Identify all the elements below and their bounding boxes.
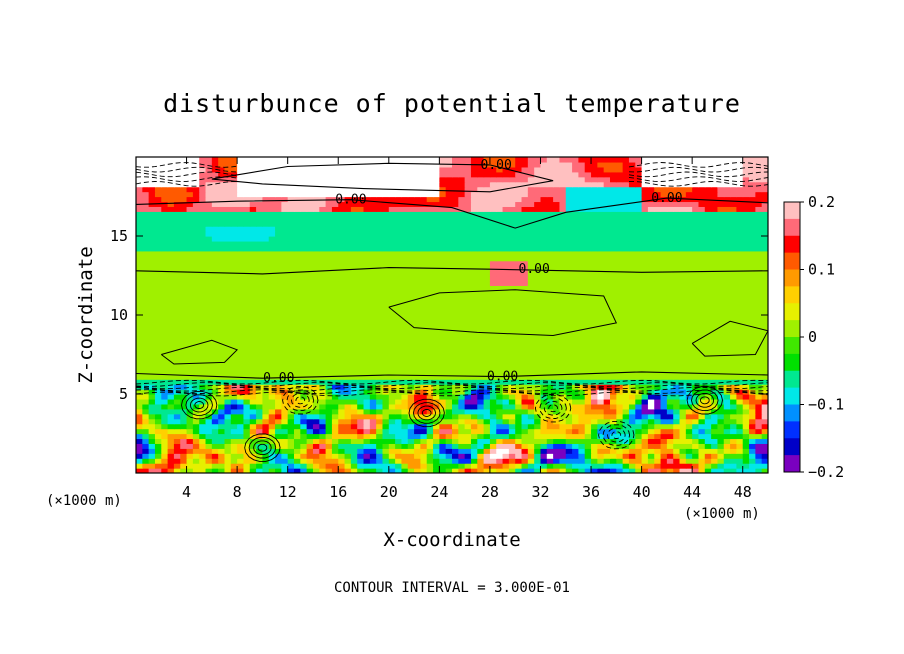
y-axis-title: Z-coordinate [75, 246, 97, 383]
x-tick-label: 24 [430, 483, 448, 501]
x-unit-left: (×1000 m) [46, 493, 122, 509]
colorbar-swatch [784, 303, 800, 321]
colorbar-swatch [784, 353, 800, 372]
x-tick-label: 12 [279, 483, 297, 501]
x-tick-label: 40 [633, 483, 651, 501]
x-tick-label: 44 [683, 483, 701, 501]
x-tick-label: 20 [380, 483, 398, 501]
colorbar-swatch [784, 202, 800, 220]
y-axis: 5 10 15 [110, 227, 768, 403]
colorbar-swatch [784, 269, 800, 287]
x-tick-label: 8 [233, 483, 242, 501]
colorbar-tick-label: 0.2 [808, 193, 835, 211]
contour-label: 0.00 [519, 262, 550, 277]
contour-interval-note: CONTOUR INTERVAL = 3.000E-01 [334, 580, 570, 596]
x-unit-right: (×1000 m) [684, 506, 760, 522]
x-tick-label: 4 [182, 483, 191, 501]
contour-labels: 0.00 0.00 0.00 0.00 0.00 0.00 [263, 158, 682, 386]
x-axis: 4 8 12 16 20 24 28 32 36 40 44 48 [182, 157, 752, 501]
x-tick-label: 28 [481, 483, 499, 501]
contour-label: 0.00 [487, 370, 518, 385]
colorbar-swatch [784, 320, 800, 338]
x-tick-label: 16 [329, 483, 347, 501]
x-tick-label: 48 [734, 483, 752, 501]
colorbar-swatch [784, 252, 800, 271]
colorbar-swatch [784, 337, 800, 355]
color-field [136, 157, 768, 473]
colorbar-swatch [784, 404, 800, 422]
y-tick-label: 15 [110, 227, 128, 245]
colorbar-tick-label: −0.2 [808, 463, 844, 481]
colorbar-swatch [784, 235, 800, 254]
x-tick-label: 36 [582, 483, 600, 501]
colorbar-swatch [784, 438, 800, 456]
colorbar-tick-label: −0.1 [808, 396, 844, 414]
chart-title: disturbunce of potential temperature [163, 89, 741, 118]
colorbar-swatch [784, 387, 800, 406]
contour-label: 0.00 [481, 158, 512, 173]
colorbar: 0.2 0.1 0 −0.1 −0.2 [783, 193, 844, 481]
contour-lines [136, 162, 768, 462]
y-tick-label: 5 [119, 385, 128, 403]
colorbar-tick-label: 0 [808, 328, 817, 346]
colorbar-swatch [784, 218, 800, 237]
colorbar-swatch [784, 455, 800, 473]
contour-label: 0.00 [263, 371, 294, 386]
colorbar-tick-label: 0.1 [808, 261, 835, 279]
x-tick-label: 32 [531, 483, 549, 501]
y-tick-label: 10 [110, 306, 128, 324]
contour-label: 0.00 [651, 191, 682, 206]
contour-label: 0.00 [335, 193, 366, 208]
x-axis-title: X-coordinate [383, 529, 520, 551]
plot-area [136, 157, 768, 473]
colorbar-swatch [784, 370, 800, 389]
colorbar-swatch [784, 421, 800, 439]
colorbar-swatch [784, 286, 800, 304]
